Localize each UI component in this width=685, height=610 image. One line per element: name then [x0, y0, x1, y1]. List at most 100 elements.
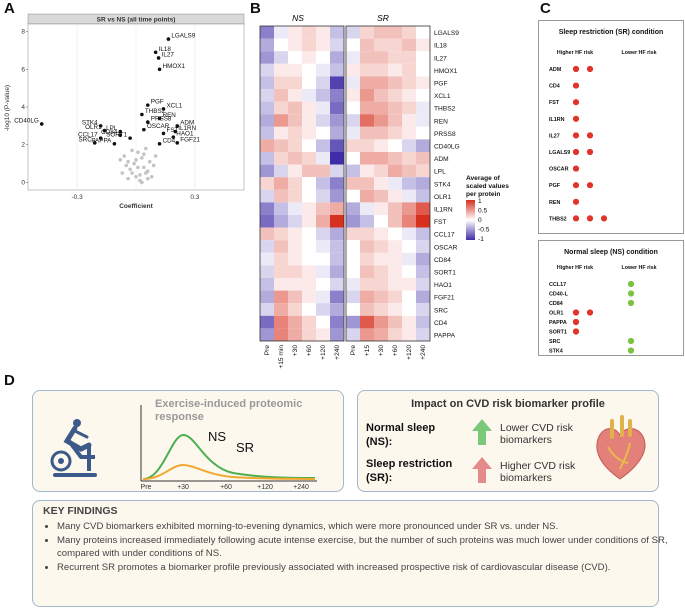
sr-result-line1: Higher CVD risk — [500, 460, 576, 472]
heatmap-cell — [316, 315, 330, 329]
volcano-ytick-label: 6 — [21, 66, 25, 73]
volcano-point-nonsig — [130, 148, 134, 153]
heatmap-cell — [360, 240, 374, 253]
volcano-point-label: STK4 — [82, 119, 98, 126]
volcano-xlabel: Coefficient — [119, 203, 153, 210]
heatmap-cell — [416, 126, 430, 140]
heatmap-cell — [402, 202, 416, 215]
protein-label: OLR1 — [549, 311, 563, 317]
higher-risk-dot — [572, 99, 580, 106]
volcano-point — [157, 116, 162, 121]
volcano-point-label: CCL17 — [78, 132, 98, 139]
protein-label: REN — [549, 200, 560, 206]
heatmap-column-label: Pre — [264, 345, 271, 356]
heatmap-row-label: STK4 — [434, 181, 451, 188]
heatmap-cell — [388, 240, 402, 253]
panel-letter-d: D — [4, 372, 15, 389]
heatmap-cell — [346, 202, 360, 215]
heatmap-cell — [360, 227, 374, 241]
heatmap-cell — [360, 189, 374, 203]
heatmap-cell — [274, 328, 288, 341]
heatmap-cell — [346, 38, 360, 52]
heatmap-cell — [374, 290, 388, 304]
heatmap-cell — [288, 26, 302, 39]
volcano-point-label: PRSS8 — [151, 116, 172, 123]
volcano-point — [175, 124, 180, 128]
volcano-ytick-label: 0 — [21, 179, 25, 186]
heatmap-cell — [360, 303, 374, 316]
higher-risk-dot — [586, 182, 594, 189]
heatmap-cell — [330, 164, 344, 178]
volcano-point-label: THBS2 — [145, 108, 166, 115]
heatmap-cell — [316, 290, 330, 304]
heatmap-cell — [388, 26, 402, 39]
heatmap-group-ns: NS — [292, 13, 304, 23]
ns-result-line2: biomarkers — [500, 434, 552, 446]
impact-title: Impact on CVD risk biomarker profile — [411, 398, 605, 410]
heatmap-cell — [416, 303, 430, 316]
protein-label: OSCAR — [549, 167, 569, 173]
heatmap-cell — [330, 202, 344, 215]
heatmap-cell — [330, 290, 344, 304]
heatmap-cell — [346, 189, 360, 203]
heatmap-cell — [316, 328, 330, 341]
heatmap-cell — [302, 278, 316, 291]
higher-risk-dot — [572, 215, 580, 222]
volcano-point — [102, 128, 107, 133]
heatmap-cell — [260, 26, 274, 39]
heatmap-cell — [316, 26, 330, 39]
heatmap-cell — [360, 202, 374, 215]
heatmap-cell — [260, 139, 274, 152]
volcano-gridlines — [76, 24, 196, 190]
volcano-point — [157, 67, 162, 72]
heatmap-cell — [288, 139, 302, 152]
volcano-point-nonsig — [132, 161, 136, 166]
heatmap-cell — [402, 265, 416, 278]
legend-colorbar — [466, 200, 475, 240]
heatmap-cell — [360, 177, 374, 190]
volcano-point-label: IL18 — [159, 46, 172, 53]
heatmap-row-label: PGF — [434, 80, 448, 87]
heatmap-cell — [316, 240, 330, 253]
lower-risk-dot — [627, 290, 635, 297]
heatmap-cell — [346, 215, 360, 228]
heatmap-cell — [360, 51, 374, 64]
sr-label-line2: (SR): — [366, 472, 392, 484]
heatmap-row-label: THBS2 — [434, 106, 456, 113]
volcano-point-nonsig — [140, 180, 144, 185]
volcano-point-label: CD84 — [101, 129, 118, 136]
volcano-x-ticks: -0.3 0.3 — [71, 194, 199, 201]
heatmap-cell — [302, 101, 316, 115]
heatmap-row-label: ADM — [434, 156, 449, 163]
heatmap-cell — [374, 164, 388, 178]
heatmap-cell — [316, 152, 330, 165]
protein-label: LGALS9 — [549, 150, 570, 156]
heatmap-cell — [316, 227, 330, 241]
heatmap-cell — [302, 215, 316, 228]
heatmap-cell — [374, 303, 388, 316]
heatmap-cell — [288, 164, 302, 178]
heatmap-cell — [260, 278, 274, 291]
heatmap-cell — [388, 139, 402, 152]
volcano-point-label: PGF — [151, 99, 164, 106]
heatmap-cell — [316, 215, 330, 228]
heatmap-cell — [274, 76, 288, 89]
heatmap-cell — [402, 101, 416, 115]
heatmap-cell — [274, 89, 288, 102]
heatmap-cell — [288, 126, 302, 140]
volcano-ytick-label: 2 — [21, 142, 25, 149]
heatmap-column-label: +120 — [320, 345, 327, 360]
heatmap-cell — [402, 215, 416, 228]
volcano-point-nonsig — [122, 154, 127, 158]
heatmap-cell — [360, 76, 374, 89]
heatmap-cell — [416, 328, 430, 341]
heatmap-column-label: Pre — [350, 345, 357, 356]
ns-rows: CCL17 CD40-L CD84 OLR1 PAPPA SORT1 SRC STK4 — [549, 280, 635, 355]
heatmap-cell — [274, 63, 288, 77]
heatmap-cell — [346, 278, 360, 291]
heatmap-column-label: +120 — [406, 345, 413, 360]
volcano-point-label: CD4 — [163, 137, 176, 144]
higher-risk-dot — [586, 309, 594, 316]
volcano-point-nonsig — [134, 158, 138, 162]
exercise-bike-icon — [50, 419, 97, 477]
